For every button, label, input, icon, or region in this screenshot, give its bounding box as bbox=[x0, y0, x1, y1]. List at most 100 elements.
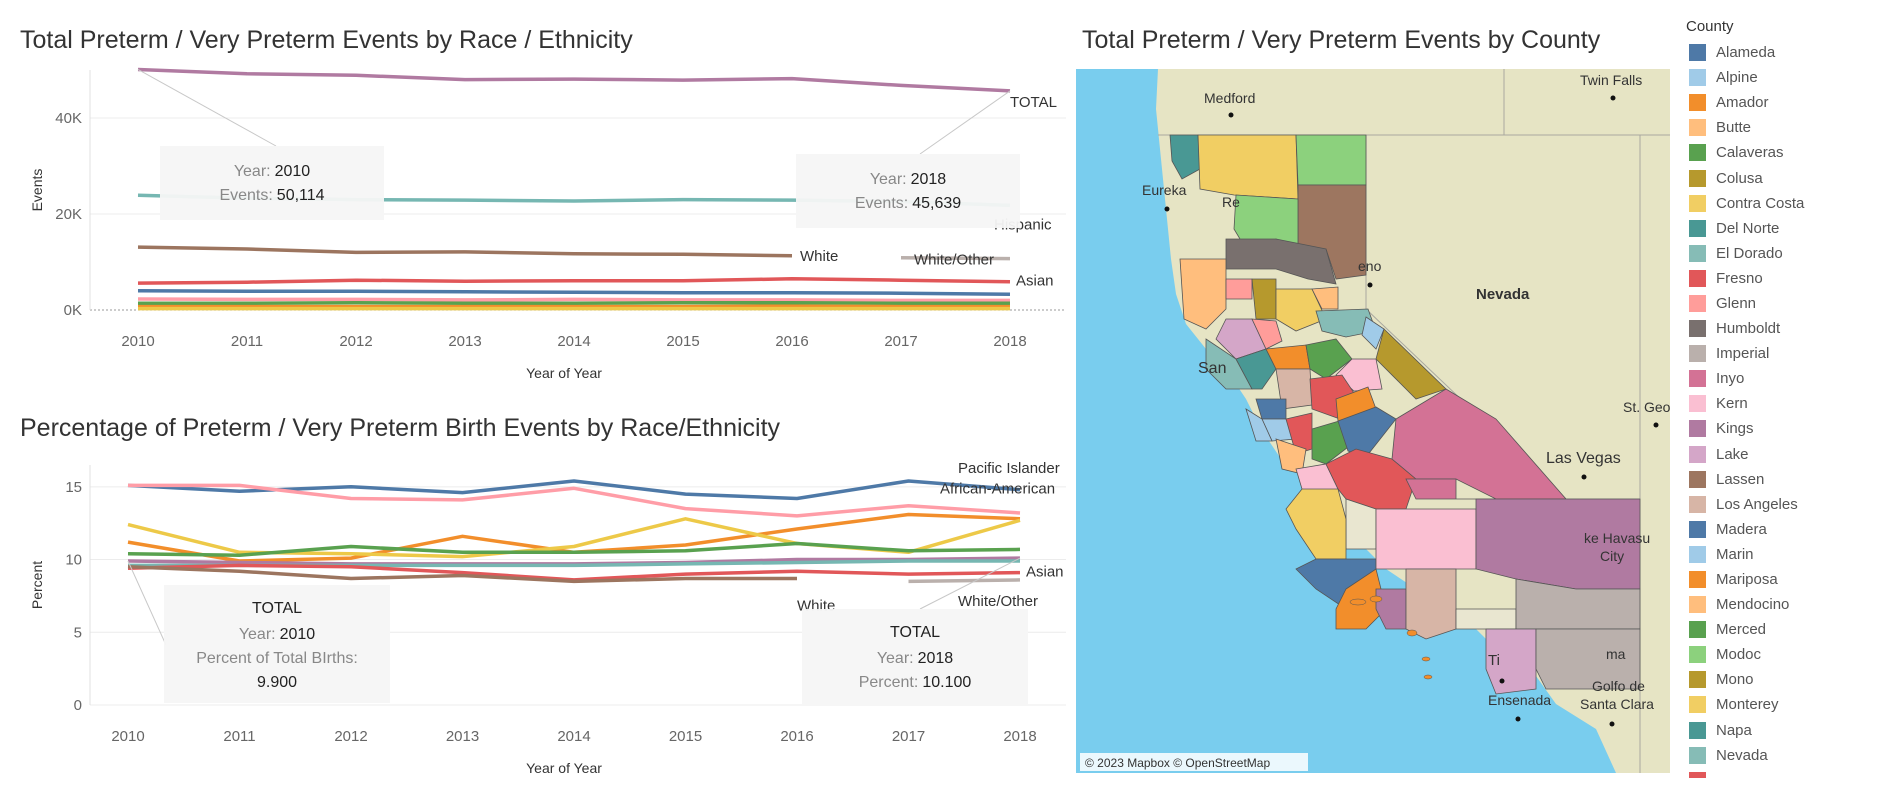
legend-swatch bbox=[1689, 671, 1706, 689]
legend-item[interactable]: Contra Costa bbox=[1680, 191, 1880, 216]
tooltip-line: Year: 2018 bbox=[870, 171, 946, 188]
series-label: White/Other bbox=[914, 252, 994, 269]
legend-label: Imperial bbox=[1716, 345, 1770, 363]
legend-item[interactable]: Mariposa bbox=[1680, 567, 1880, 592]
tooltip-value: 50,114 bbox=[277, 187, 325, 204]
y-tick-label: 0K bbox=[64, 302, 82, 319]
y-tick-label: 10 bbox=[65, 552, 82, 569]
legend-item[interactable]: Marin bbox=[1680, 542, 1880, 567]
legend-item[interactable]: Mendocino bbox=[1680, 592, 1880, 617]
legend-item[interactable] bbox=[1680, 768, 1880, 778]
legend-label: Fresno bbox=[1716, 269, 1763, 287]
tooltip-head: TOTAL bbox=[252, 600, 302, 617]
tooltip-value: 9.900 bbox=[257, 674, 297, 691]
legend-title: County bbox=[1686, 18, 1734, 35]
y-tick-label: 5 bbox=[74, 624, 82, 641]
place-ensenada: Ensenada bbox=[1488, 692, 1551, 708]
map-attribution[interactable]: © 2023 Mapbox © OpenStreetMap bbox=[1085, 756, 1270, 770]
legend-item[interactable]: Nevada bbox=[1680, 743, 1880, 768]
series-line-3 bbox=[900, 255, 1011, 261]
legend-label: Colusa bbox=[1716, 169, 1763, 187]
legend-label: Marin bbox=[1716, 545, 1754, 563]
legend-swatch bbox=[1689, 721, 1706, 739]
percent-line-chart[interactable]: 0 5 10 15 2010 2011 2012 2013 2014 2015 2016 2017 20… bbox=[0, 455, 1076, 785]
x-tick-label: 2015 bbox=[666, 333, 699, 350]
legend-item[interactable]: Butte bbox=[1680, 115, 1880, 140]
legend-label: Napa bbox=[1716, 721, 1752, 739]
legend-swatch bbox=[1689, 420, 1706, 438]
legend-swatch bbox=[1689, 470, 1706, 488]
legend-item[interactable]: Merced bbox=[1680, 617, 1880, 642]
tooltip-line: Events: 50,114 bbox=[219, 187, 324, 204]
legend-item[interactable]: Lassen bbox=[1680, 467, 1880, 492]
x-tick-label: 2011 bbox=[231, 333, 263, 350]
legend-item[interactable]: Monterey bbox=[1680, 692, 1880, 717]
tooltip-key: Year: bbox=[234, 163, 271, 180]
legend-item[interactable]: Humboldt bbox=[1680, 316, 1880, 341]
legend-swatch bbox=[1689, 646, 1706, 664]
legend-label: Kern bbox=[1716, 395, 1748, 413]
place-city: City bbox=[1600, 548, 1624, 564]
x-tick-label: 2014 bbox=[557, 333, 590, 350]
x-tick-label: 2015 bbox=[669, 728, 702, 745]
x-tick-label: 2016 bbox=[780, 728, 813, 745]
place-tijuana: Ti bbox=[1488, 652, 1500, 669]
county-map[interactable]: Medford Twin Falls Eureka Re eno Nevada … bbox=[1076, 69, 1670, 773]
legend-label: Mendocino bbox=[1716, 596, 1790, 614]
events-chart-title: Total Preterm / Very Preterm Events by R… bbox=[20, 26, 633, 54]
tooltip-line: Percent: 10.100 bbox=[859, 674, 972, 691]
tooltip-value: 2010 bbox=[280, 626, 316, 643]
legend-item[interactable]: Calaveras bbox=[1680, 140, 1880, 165]
legend-item[interactable]: Alpine bbox=[1680, 65, 1880, 90]
legend-item[interactable]: Kern bbox=[1680, 391, 1880, 416]
legend-swatch bbox=[1689, 119, 1706, 137]
events-line-chart[interactable]: 0K 20K 40K 2010 2011 2012 2013 2014 2015 2016 2017… bbox=[0, 60, 1076, 390]
series-line-7 bbox=[138, 301, 1010, 306]
legend-item[interactable]: Lake bbox=[1680, 442, 1880, 467]
legend-swatch bbox=[1689, 445, 1706, 463]
legend-item[interactable]: Imperial bbox=[1680, 341, 1880, 366]
tooltip-value: 2018 bbox=[918, 650, 954, 667]
legend-swatch bbox=[1689, 545, 1706, 563]
map-places: Medford Twin Falls Eureka Re eno Nevada … bbox=[1142, 72, 1670, 727]
legend-item[interactable]: Alameda bbox=[1680, 40, 1880, 65]
place-twin-falls: Twin Falls bbox=[1580, 72, 1642, 88]
y-tick-label: 15 bbox=[65, 479, 82, 496]
legend-swatch bbox=[1689, 44, 1706, 62]
legend-label: El Dorado bbox=[1716, 244, 1783, 262]
legend-item[interactable]: Modoc bbox=[1680, 642, 1880, 667]
legend-label: Contra Costa bbox=[1716, 194, 1805, 212]
legend-item[interactable]: Del Norte bbox=[1680, 216, 1880, 241]
legend-item[interactable]: Napa bbox=[1680, 718, 1880, 743]
tooltip-box bbox=[796, 154, 1020, 228]
tooltip-box bbox=[164, 585, 390, 703]
legend-label: Calaveras bbox=[1716, 144, 1784, 162]
y-axis-label: Percent bbox=[29, 561, 45, 609]
legend-item[interactable]: Fresno bbox=[1680, 266, 1880, 291]
legend-label: Nevada bbox=[1716, 746, 1768, 764]
legend-label: Alameda bbox=[1716, 44, 1776, 62]
x-tick-label: 2018 bbox=[993, 333, 1026, 350]
place-lake-havasu: ke Havasu bbox=[1584, 530, 1650, 546]
legend-item[interactable]: Kings bbox=[1680, 416, 1880, 441]
tooltip-value: 10.100 bbox=[922, 674, 971, 691]
x-tick-label: 2013 bbox=[448, 333, 481, 350]
legend-item[interactable]: Colusa bbox=[1680, 165, 1880, 190]
county-legend[interactable]: County Alameda Alpine Amador Butte Calaveras… bbox=[1680, 18, 1880, 778]
legend-item[interactable]: Inyo bbox=[1680, 366, 1880, 391]
legend-swatch bbox=[1689, 94, 1706, 112]
legend-label: Amador bbox=[1716, 94, 1769, 112]
y-tick-label: 40K bbox=[55, 110, 82, 127]
tooltip-key: Percent: bbox=[859, 674, 919, 691]
legend-item[interactable]: Mono bbox=[1680, 667, 1880, 692]
legend-items: Alameda Alpine Amador Butte Calaveras Colusa C… bbox=[1680, 40, 1880, 778]
legend-item[interactable]: Glenn bbox=[1680, 291, 1880, 316]
legend-swatch bbox=[1689, 219, 1706, 237]
legend-item[interactable]: Los Angeles bbox=[1680, 492, 1880, 517]
legend-label: Butte bbox=[1716, 119, 1752, 137]
legend-item[interactable]: Amador bbox=[1680, 90, 1880, 115]
legend-swatch bbox=[1689, 495, 1706, 513]
legend-item[interactable]: El Dorado bbox=[1680, 241, 1880, 266]
legend-label: Lassen bbox=[1716, 470, 1765, 488]
legend-item[interactable]: Madera bbox=[1680, 517, 1880, 542]
